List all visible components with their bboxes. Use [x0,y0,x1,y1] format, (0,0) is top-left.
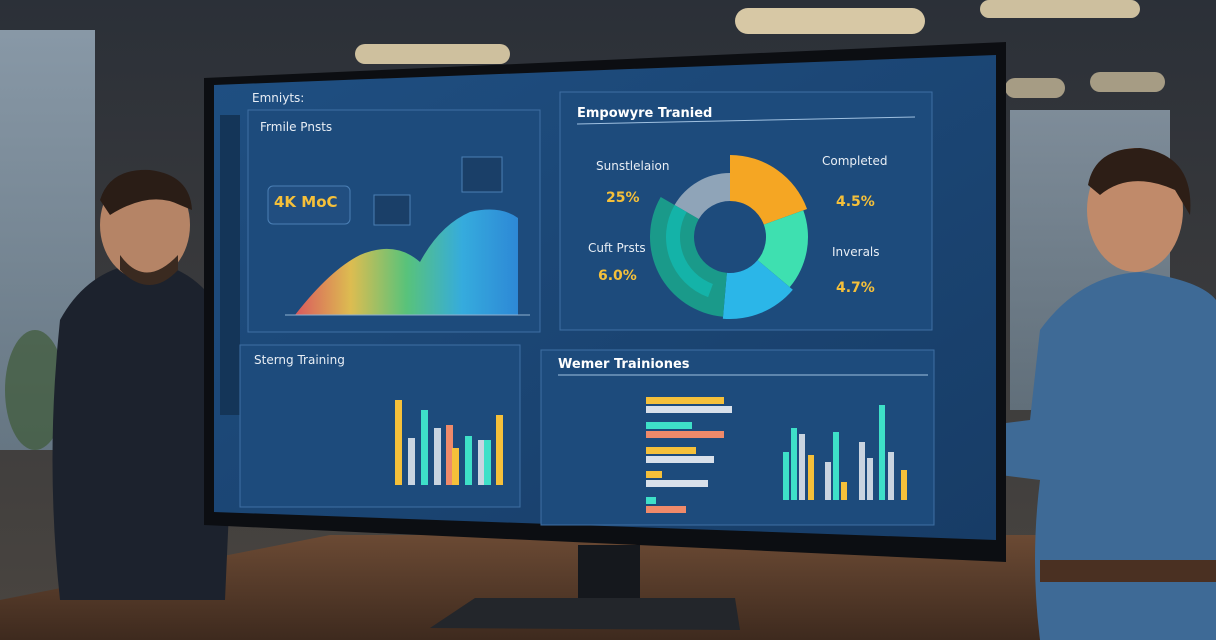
ceiling-light [735,8,925,34]
bar [478,440,485,485]
hbar [646,456,714,463]
bar-chart [783,405,907,500]
bar [446,425,453,485]
bar [465,436,472,485]
hbar [646,397,724,404]
belt [1040,560,1216,582]
donut-label: Cuft Prsts [588,241,646,255]
bar [799,434,805,500]
ceiling-light [1090,72,1165,92]
divider [576,116,916,125]
hbar-chart [646,397,732,513]
bar [859,442,865,500]
bar [484,440,491,485]
bar [421,410,428,485]
panel-title: Wemer Trainiones [558,357,690,372]
hbar [646,480,708,487]
ceiling-light [1005,78,1065,98]
donut-label: Completed [822,154,887,168]
bar [496,415,503,485]
area-chart [295,209,518,315]
donut-segment [757,210,808,288]
beard [120,255,178,285]
tooltip [461,156,503,193]
bar [825,462,831,500]
hbar [646,422,692,429]
app-title: Emniyts: [252,91,304,105]
donut-value: 6.0% [598,268,637,284]
panel-title: Empowyre Tranied [577,106,712,121]
bar [841,482,847,500]
panel-title: Sterng Training [254,353,345,367]
bar [901,470,907,500]
bar [783,452,789,500]
donut-segment [674,173,730,219]
bar-chart [395,400,503,485]
bar [395,400,402,485]
plant [5,330,65,450]
bar [833,432,839,500]
donut-segment [666,205,713,298]
tooltip [373,194,411,226]
hair [1088,148,1191,215]
ceiling-light [355,44,510,64]
ceiling-light [980,0,1140,18]
hbar [646,506,686,513]
bar [452,448,459,485]
hbar [646,447,696,454]
bar [408,438,415,485]
panel [239,344,521,508]
bar [808,455,814,500]
badge-box [267,185,351,225]
panel [540,349,935,526]
bar [791,428,797,500]
donut-label: Sunstlelaion [596,159,669,173]
bar [879,405,885,500]
badge: 4K MoC [274,193,338,211]
sidebar [220,115,240,415]
bar [867,458,873,500]
donut-label: Inverals [832,245,880,259]
bar [434,428,441,485]
hbar [646,471,662,478]
hbar [646,406,732,413]
hair [100,169,192,215]
donut-value: 4.7% [836,280,875,296]
monitor-base [430,598,740,630]
donut-segment [730,155,808,225]
shirt [944,272,1216,640]
donut-value: 25% [606,190,640,206]
donut-value: 4.5% [836,194,875,210]
hbar [646,497,656,504]
panel-title: Frmile Pnsts [260,120,332,134]
hbar [646,431,724,438]
donut-segment [722,260,793,319]
bar [888,452,894,500]
donut-chart [649,155,808,319]
